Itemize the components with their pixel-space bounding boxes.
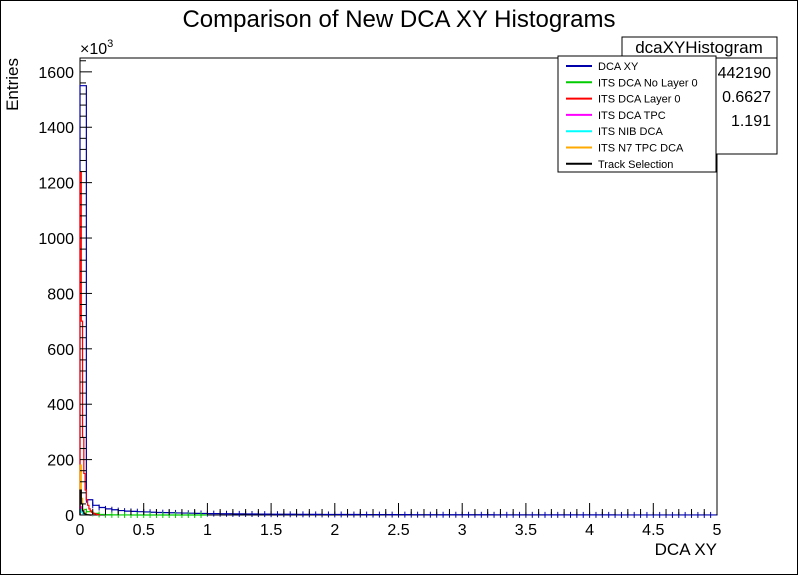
y-tick-label: 1600 [38,65,74,82]
y-tick-label: 400 [47,397,74,414]
legend-label: ITS DCA TPC [598,110,666,122]
legend-label: ITS NIB DCA [598,126,663,138]
y-tick-label: 0 [65,508,74,525]
legend-label: ITS DCA Layer 0 [598,94,681,106]
x-axis-label: DCA XY [655,540,717,559]
x-tick-label: 2 [330,522,339,539]
chart-title: Comparison of New DCA XY Histograms [182,6,615,33]
x-tick-label: 0.5 [133,522,155,539]
x-axis: 0 0.5 1 1.5 2 2.5 3 3.5 4 4.5 5 [76,503,722,539]
y-axis-label: Entries [3,58,22,111]
x-tick-label: 5 [713,522,722,539]
legend-label: DCA XY [598,61,639,73]
y-tick-label: 1200 [38,176,74,193]
x-tick-label: 4.5 [642,522,664,539]
y-axis-multiplier: ×103 [80,38,113,58]
x-tick-label: 3.5 [515,522,537,539]
y-tick-label: 1400 [38,120,74,137]
x-tick-label: 1 [203,522,212,539]
stats-value-2: 0.6627 [722,89,771,106]
legend: DCA XY ITS DCA No Layer 0 ITS DCA Layer 0 I… [557,55,717,173]
stats-value-3: 1.191 [731,113,771,130]
legend-label: ITS N7 TPC DCA [598,143,684,155]
stats-box-title: dcaXYHistogram [635,38,763,57]
y-axis: 0 200 400 600 800 1000 1200 1400 1600 [38,60,92,525]
x-tick-label: 1.5 [260,522,282,539]
legend-label: ITS DCA No Layer 0 [598,77,698,89]
x-tick-label: 3 [458,522,467,539]
y-tick-label: 200 [47,453,74,470]
x-tick-label: 0 [76,522,85,539]
x-tick-label: 4 [585,522,594,539]
stats-value-1: 442190 [718,65,771,82]
y-tick-label: 1000 [38,231,74,248]
legend-label: Track Selection [598,159,673,171]
y-tick-label: 600 [47,342,74,359]
y-tick-label: 800 [47,286,74,303]
x-tick-label: 2.5 [387,522,409,539]
